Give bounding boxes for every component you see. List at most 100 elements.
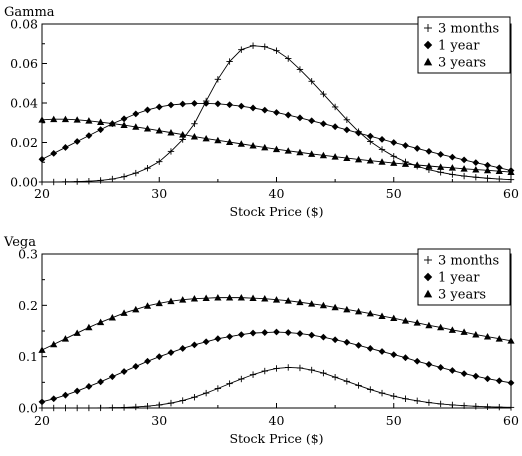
data-point [202,294,210,302]
data-point [320,120,327,128]
data-point [214,294,222,301]
data-point [226,380,233,387]
data-point [507,337,515,344]
data-point [284,329,292,336]
data-point [448,153,456,161]
data-point [73,178,81,185]
data-point [202,389,210,397]
data-point [425,399,433,406]
data-point [62,404,69,412]
legend: 3 months 1 year 3 years [417,16,511,74]
data-point [448,326,456,333]
data-point [191,341,198,349]
data-point [507,176,515,183]
y-tick-label: 0.06 [10,56,38,71]
data-point [284,147,292,154]
data-point [120,368,128,375]
data-point [366,157,374,164]
data-point [97,177,104,184]
data-point [237,331,245,338]
data-point [319,151,327,159]
data-point [308,331,316,339]
data-point [437,323,445,331]
data-point [272,145,281,153]
data-point [390,159,398,166]
data-point [320,369,327,377]
data-point [273,328,280,336]
y-tick-label: 0.1 [18,349,38,364]
data-point [249,142,257,149]
data-point [331,374,339,381]
data-point [237,294,245,301]
data-point [261,106,269,114]
data-point [38,404,46,412]
data-point [190,295,199,302]
data-point [167,297,175,305]
data-point [413,319,421,326]
data-point [401,160,410,167]
legend-box [417,248,511,306]
data-point [449,401,456,409]
data-point [437,150,445,158]
data-point [460,156,468,164]
data-point [437,163,445,170]
data-point [61,115,70,123]
data-point [273,47,280,54]
data-point [132,363,140,370]
x-tick-label: 50 [386,186,402,201]
data-point [460,172,468,180]
data-point [484,403,491,410]
data-point [425,162,433,169]
data-point [108,119,116,127]
data-point [226,58,233,65]
data-point [414,397,421,405]
data-point [355,129,362,137]
y-tick-label: 0.0 [18,401,38,416]
data-point [73,387,81,395]
data-point [366,345,374,352]
data-point [214,76,222,83]
data-point [238,46,245,53]
data-point [343,305,351,313]
data-point [296,330,304,337]
x-axis-label: Stock Price ($) [229,204,323,219]
data-point [191,99,198,107]
data-point [425,360,433,368]
chart-title: Gamma [4,5,55,20]
data-point [261,367,268,375]
chart-title: Vega [3,235,36,250]
data-point [144,403,151,410]
data-point [483,166,492,174]
data-point [144,106,151,114]
data-point [249,42,257,49]
data-point [50,178,57,186]
data-point [38,346,46,353]
data-point [495,167,503,175]
data-point [437,400,444,408]
data-point [261,329,269,336]
data-point [50,340,58,348]
data-point [472,165,480,173]
legend-marker [423,40,433,50]
data-point [484,175,491,182]
legend-label: 3 months [438,22,499,37]
data-point [331,336,339,344]
data-point [261,143,269,151]
data-point [296,298,304,306]
data-point [413,161,421,168]
y-tick-label: 0.00 [10,175,38,190]
data-point [73,138,81,145]
data-point [97,318,105,326]
legend-marker [423,57,433,66]
data-point [156,401,163,409]
data-point [343,154,351,161]
data-point [73,329,81,336]
data-point [85,383,93,390]
data-point [50,149,58,157]
data-point [378,312,386,319]
data-point [308,366,315,374]
data-point [132,123,140,130]
data-point [261,295,269,302]
vega-chart: Vega 0.0 0.1 0.2 0.3 20 30 40 50 60 Stock Price ($… [3,235,519,446]
x-tick-label: 60 [503,186,519,201]
